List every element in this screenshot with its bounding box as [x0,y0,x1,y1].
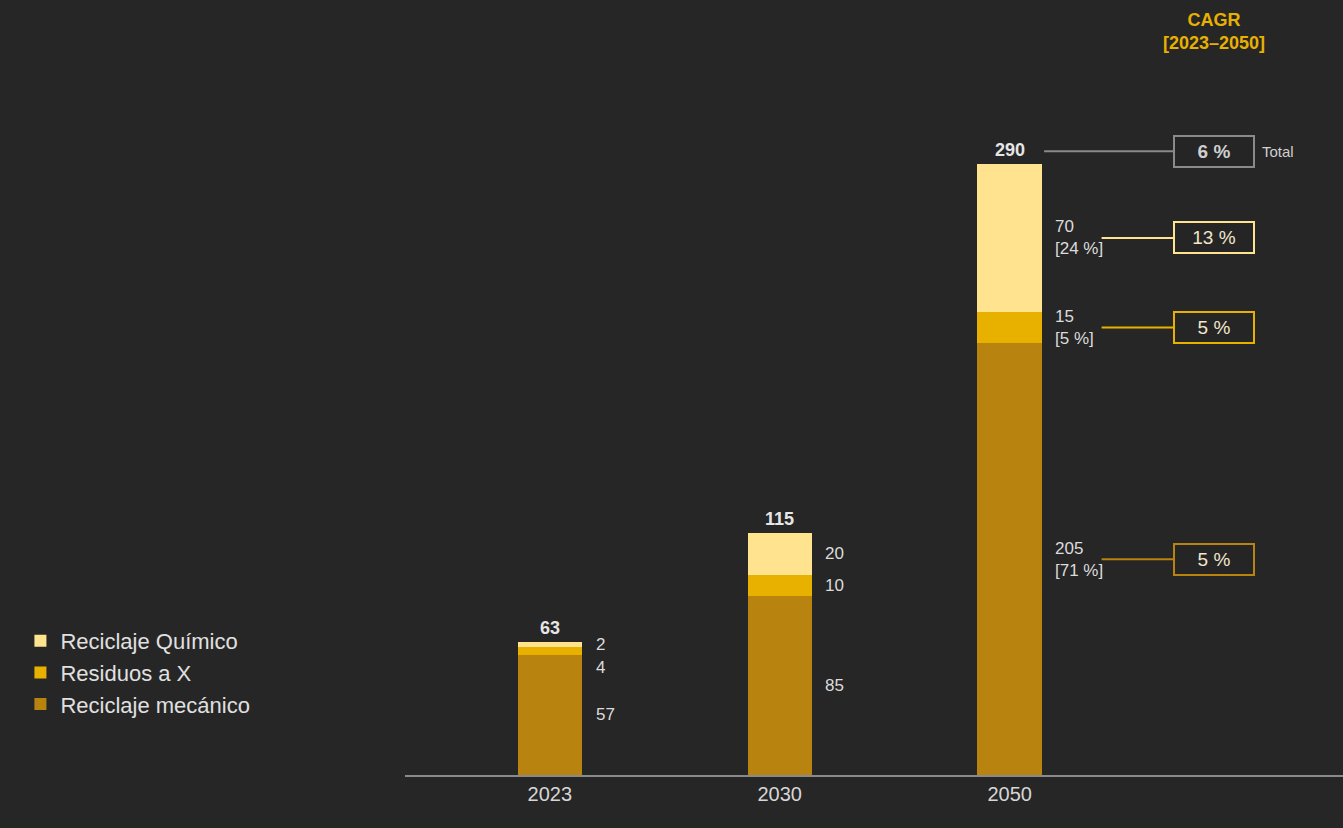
svg-text:2030: 2030 [757,783,802,805]
svg-text:115: 115 [765,509,794,529]
svg-text:290: 290 [995,140,1025,160]
svg-text:Total: Total [1262,143,1294,160]
svg-text:2: 2 [596,635,605,654]
svg-text:4: 4 [596,658,605,677]
svg-text:5 %: 5 % [1198,549,1231,570]
svg-text:10: 10 [825,576,844,595]
svg-text:CAGR[2023–2050]: CAGR[2023–2050] [1163,10,1265,53]
svg-text:2050: 2050 [987,783,1032,805]
svg-text:6 %: 6 % [1198,141,1231,162]
svg-text:85: 85 [825,676,844,695]
svg-text:5 %: 5 % [1198,317,1231,338]
svg-text:Reciclaje mecánico: Reciclaje mecánico [60,693,250,718]
svg-text:20: 20 [825,544,844,563]
svg-text:2023: 2023 [528,783,573,805]
svg-text:63: 63 [540,618,560,638]
svg-text:Residuos a X: Residuos a X [60,661,191,686]
svg-text:205[71 %]: 205[71 %] [1055,539,1103,580]
svg-text:13 %: 13 % [1192,227,1235,248]
svg-text:15[5 %]: 15[5 %] [1055,307,1094,348]
svg-text:57: 57 [596,705,615,724]
svg-text:70[24 %]: 70[24 %] [1055,217,1103,258]
svg-text:Reciclaje Químico: Reciclaje Químico [60,629,237,654]
